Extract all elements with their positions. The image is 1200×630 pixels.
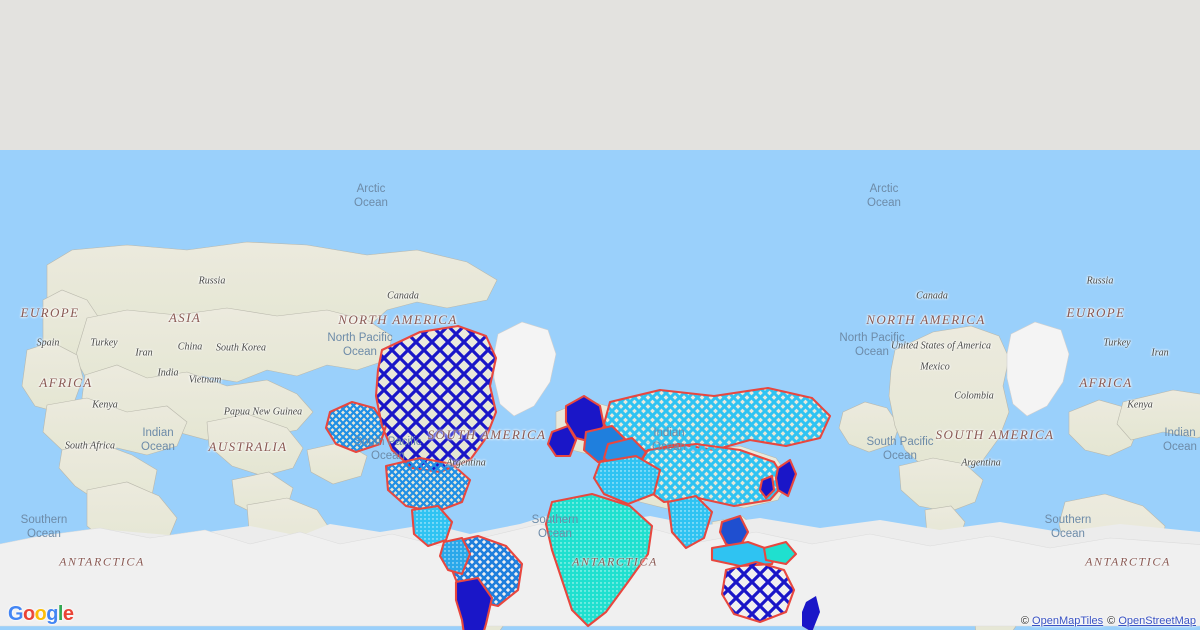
copyright-icon: © (1020, 615, 1033, 627)
copyright-icon: © (1107, 615, 1119, 627)
region-india (666, 494, 714, 550)
region-argentina-chile (454, 576, 494, 630)
region-russia (602, 386, 832, 454)
region-united-states (384, 456, 472, 514)
region-papua-new-guinea (762, 540, 798, 566)
region-colombia (438, 536, 472, 576)
google-logo-letter: G (8, 603, 24, 625)
region-africa (544, 492, 654, 628)
region-uk-spain (546, 424, 578, 458)
region-alaska (324, 400, 388, 454)
region-japan (774, 458, 798, 498)
region-new-zealand (802, 596, 820, 630)
google-logo-letter: l (57, 603, 64, 625)
highlight-regions (324, 324, 832, 630)
google-logo-letter: o (34, 603, 47, 625)
region-south-korea (758, 474, 776, 500)
google-logo-letter: e (62, 603, 74, 625)
attribution-link[interactable]: OpenMapTiles (1032, 615, 1104, 627)
region-australia (720, 560, 796, 624)
google-logo[interactable]: Google (8, 603, 74, 626)
region-mexico (410, 504, 454, 548)
attribution-link[interactable]: OpenStreetMap (1118, 615, 1196, 627)
map-top-gutter (0, 0, 1200, 150)
google-logo-letter: o (22, 603, 35, 625)
choropleth-highlight-layer[interactable] (0, 150, 1200, 630)
region-canada (374, 324, 498, 474)
map-attribution[interactable]: © OpenMapTiles © OpenStreetMap (1021, 615, 1196, 627)
region-middle-east (592, 454, 662, 506)
google-logo-letter: g (46, 603, 58, 625)
region-indonesia (710, 540, 778, 568)
